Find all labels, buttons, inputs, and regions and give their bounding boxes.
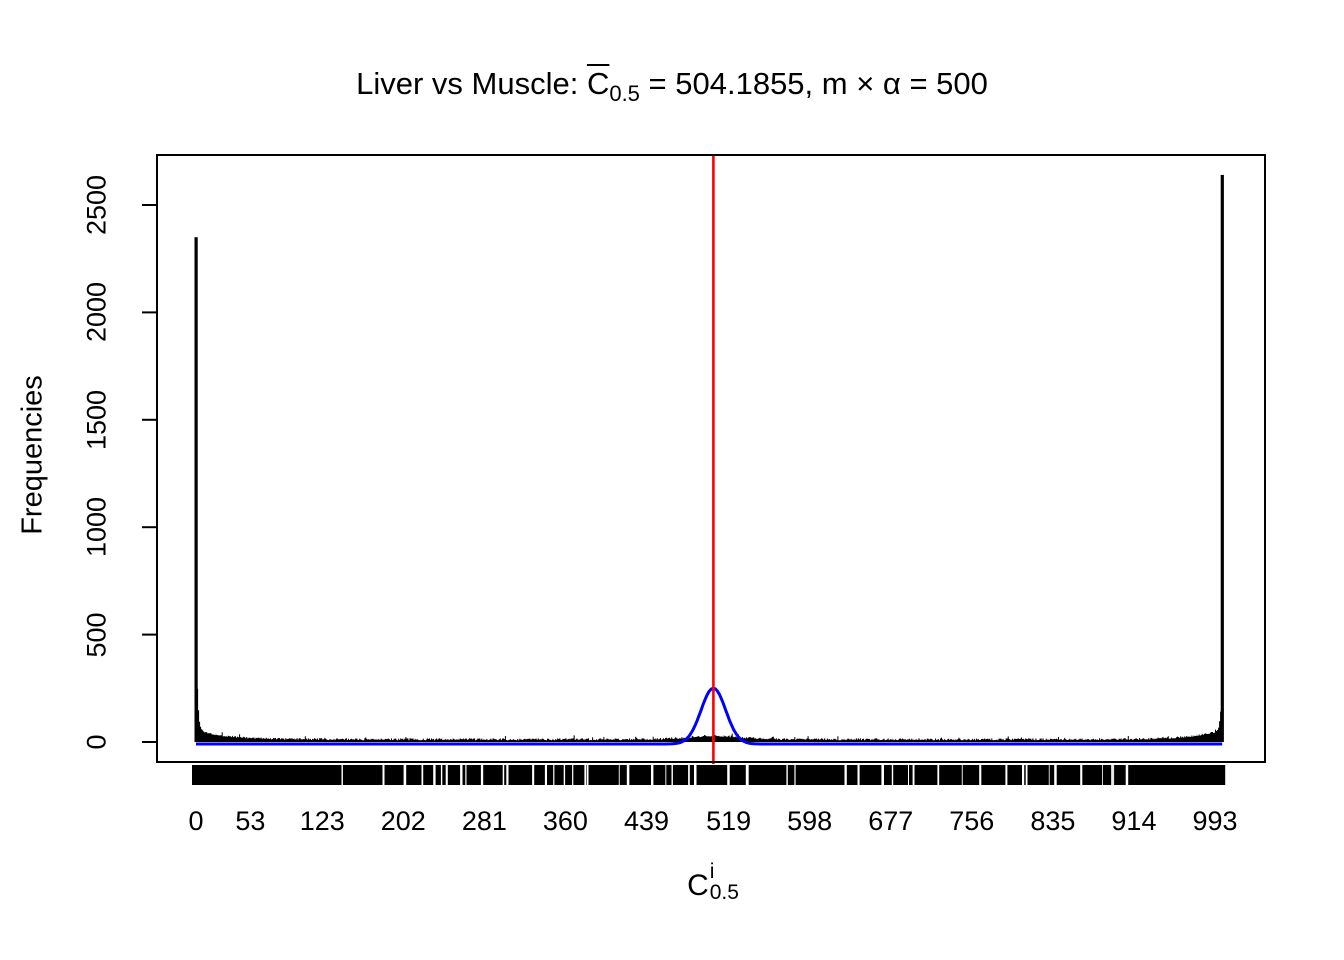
histogram-left-spike [194, 237, 198, 742]
x-tick-label: 677 [868, 806, 914, 836]
chart-title-cbar-variable: C [586, 66, 610, 101]
rug-gap [881, 765, 884, 785]
x-tick-label: 123 [299, 806, 345, 836]
rug-gap [727, 765, 730, 785]
rug-gap [480, 765, 484, 785]
rug-gap [563, 765, 566, 785]
rug-gap [857, 765, 860, 785]
chart-title: Liver vs Muscle: C0.5 = 504.1855, m × α … [0, 66, 1344, 107]
x-tick-label: 0 [188, 806, 204, 836]
rug-gap [1025, 765, 1028, 785]
rug-gap [671, 765, 673, 785]
rug-gap [465, 765, 467, 785]
rug-gap [688, 765, 690, 785]
rug-gap [544, 765, 547, 785]
rug-gap [341, 765, 343, 785]
plot-border [156, 154, 1266, 763]
rug-gap [786, 765, 788, 785]
x-tick-label: 598 [787, 806, 833, 836]
rug-gap [1054, 765, 1057, 785]
rug-gap [460, 765, 463, 785]
rug-gap [912, 765, 915, 785]
chart-title-suffix: = 504.1855, m × α = 500 [639, 66, 988, 101]
x-tick-label: 281 [461, 806, 507, 836]
rug-gap [1102, 765, 1103, 785]
y-tick-label: 2500 [81, 174, 112, 236]
rug-gap [502, 765, 505, 785]
x-tick-label: 993 [1192, 806, 1238, 836]
rug-gap [440, 765, 443, 785]
rug-gap [1111, 765, 1113, 785]
rug-gap [382, 765, 385, 785]
rug-gap [445, 765, 448, 785]
rug-gap [844, 765, 847, 785]
rug-gap [961, 765, 963, 785]
rug-gap [1005, 765, 1008, 785]
rug-gap [1022, 765, 1025, 785]
rug-gap [651, 765, 654, 785]
rug-gap [665, 765, 667, 785]
rug-gap [433, 765, 436, 785]
y-tick-label: 500 [81, 612, 112, 658]
rug-gap [937, 765, 940, 785]
histogram-right-spike [1220, 174, 1224, 742]
rug-gap [421, 765, 424, 785]
rug-gap [586, 765, 589, 785]
chart-title-prefix: Liver vs Muscle: [356, 66, 587, 101]
rug-gap [794, 765, 796, 785]
x-tick-label: 53 [235, 806, 266, 836]
rug-gap [403, 765, 407, 785]
rug-gap [908, 765, 909, 785]
density-curve [196, 686, 1223, 746]
rug-gap [1113, 765, 1115, 785]
rug-strip [192, 765, 1226, 785]
x-axis-label-superscript: i [709, 860, 715, 883]
rug-gap [618, 765, 620, 785]
rug-gap [532, 765, 535, 785]
x-tick-label: 360 [542, 806, 588, 836]
rug-gap [506, 765, 509, 785]
x-tick-label: 756 [949, 806, 995, 836]
rug-gap [626, 765, 630, 785]
rug-gap [747, 765, 749, 785]
rug-gap [572, 765, 574, 785]
y-tick-label: 2000 [81, 282, 112, 343]
rug-gap [745, 765, 749, 785]
rug-gap [891, 765, 894, 785]
x-tick-label: 439 [623, 806, 670, 836]
rug-gap [1125, 765, 1129, 785]
rug-gap [584, 765, 587, 785]
x-tick-label: 519 [706, 806, 752, 836]
y-tick-label: 1500 [81, 389, 112, 450]
rug-gap [979, 765, 982, 785]
chart-title-c-subscript: 0.5 [609, 81, 640, 107]
x-axis-label-scripts: i 0.5 [710, 861, 739, 903]
rug-gap [1048, 765, 1050, 785]
x-tick-label: 202 [380, 806, 426, 836]
rug-gap [1080, 765, 1083, 785]
rug-gap [553, 765, 555, 785]
y-tick-label: 0 [81, 734, 112, 750]
histogram-bars [197, 688, 1223, 742]
x-axis-label-subscript: 0.5 [709, 881, 739, 904]
x-axis-label-variable: C [687, 869, 709, 902]
y-tick-label: 1000 [81, 497, 112, 558]
x-tick-label: 914 [1111, 806, 1157, 836]
rug-gap [694, 765, 697, 785]
x-tick-label: 835 [1030, 806, 1076, 836]
